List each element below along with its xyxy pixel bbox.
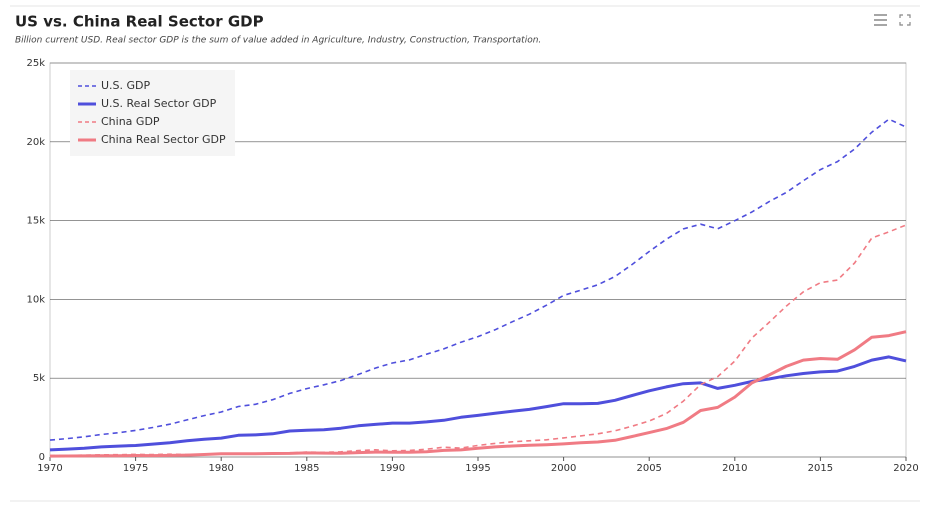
series-line (49, 118, 907, 441)
x-tick-label: 1980 (208, 463, 233, 474)
legend-label: China GDP (101, 115, 160, 128)
x-tick-label: 2005 (636, 463, 661, 474)
legend-label: U.S. Real Sector GDP (101, 97, 217, 110)
chart-title: US vs. China Real Sector GDP (15, 13, 264, 31)
y-tick-label: 10k (26, 294, 45, 305)
x-tick-label: 1975 (123, 463, 148, 474)
y-tick-label: 20k (26, 137, 45, 148)
x-tick-label: 2010 (722, 463, 747, 474)
x-tick-label: 1985 (294, 463, 319, 474)
y-tick-label: 5k (33, 373, 45, 384)
x-tick-label: 2015 (808, 463, 833, 474)
x-tick-label: 1970 (37, 463, 62, 474)
x-tick-label: 2000 (551, 463, 576, 474)
series-line (49, 330, 907, 458)
legend-label: China Real Sector GDP (101, 133, 226, 146)
chart-subtitle: Billion current USD. Real sector GDP is … (15, 36, 541, 46)
menu-icon[interactable] (874, 14, 887, 26)
x-tick-label: 1995 (465, 463, 490, 474)
y-tick-label: 15k (26, 216, 45, 227)
legend-box (70, 70, 235, 156)
x-tick-label: 1990 (380, 463, 405, 474)
series-line (49, 224, 907, 457)
y-tick-label: 25k (26, 58, 45, 69)
series-line (49, 355, 907, 452)
legend-label: U.S. GDP (101, 79, 151, 92)
legend: U.S. GDP U.S. Real Sector GDP China GDP Chi… (70, 70, 235, 156)
x-tick-label: 2020 (893, 463, 918, 474)
expand-icon[interactable] (899, 14, 911, 26)
y-tick-label: 0 (39, 452, 45, 463)
